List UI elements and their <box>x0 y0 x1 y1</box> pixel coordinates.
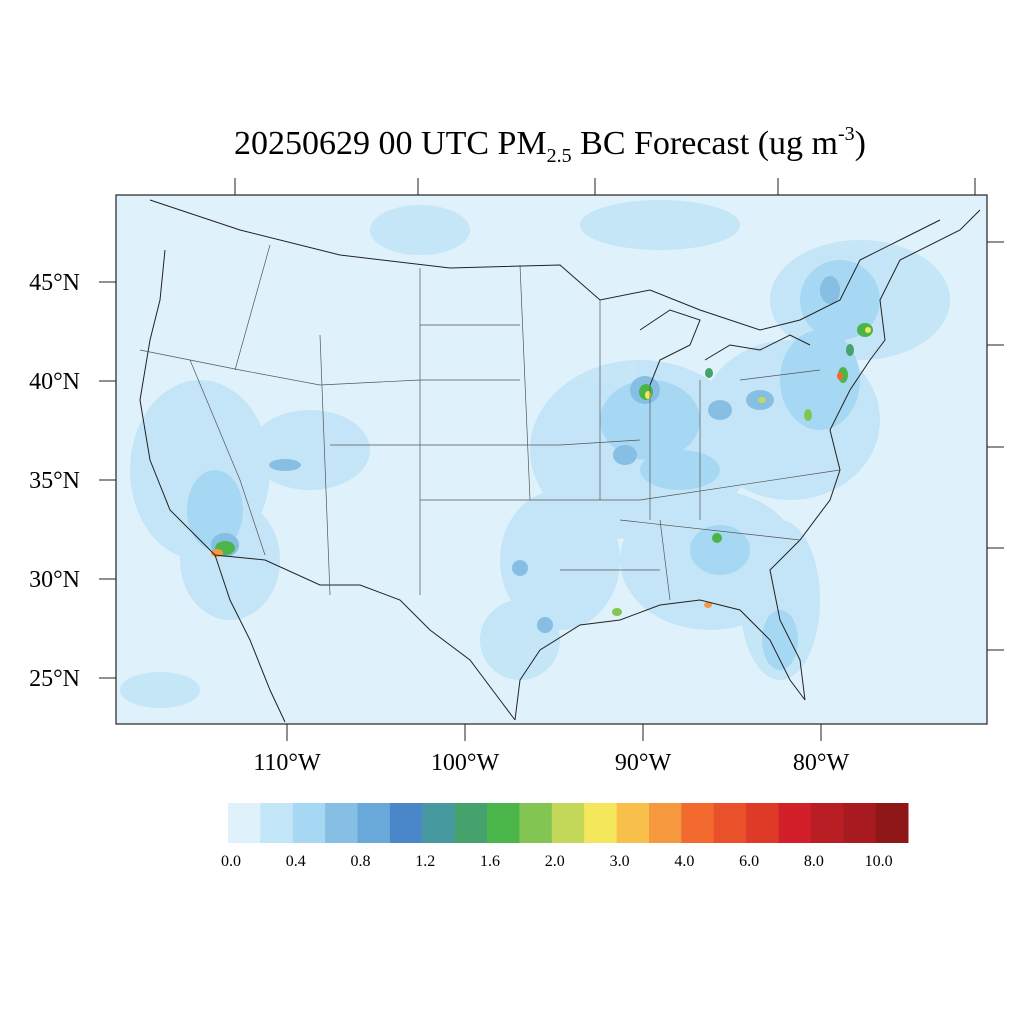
title-superscript: -3 <box>838 123 855 145</box>
lon-label: 100°W <box>431 750 500 776</box>
colorbar-label: 1.2 <box>415 853 435 870</box>
colorbar-swatch <box>843 803 877 843</box>
colorbar-swatch <box>325 803 359 843</box>
lon-label: 110°W <box>253 750 321 776</box>
lon-label: 80°W <box>793 750 850 776</box>
colorbar-swatch <box>875 803 909 843</box>
axis-ticks <box>99 178 1004 741</box>
atlantic-coast <box>769 209 981 701</box>
title-suffix: ) <box>855 125 866 162</box>
pacific-coast <box>139 249 216 556</box>
colorbar-label: 0.8 <box>351 853 371 870</box>
colorbar-swatch <box>389 803 423 843</box>
latitude-labels: 45°N 40°N 35°N 30°N 25°N <box>29 270 80 692</box>
colorbar <box>228 803 909 843</box>
lat-label: 45°N <box>29 270 80 296</box>
colorbar-swatch <box>713 803 747 843</box>
colorbar-swatch <box>810 803 844 843</box>
baja-peninsula <box>214 554 286 723</box>
colorbar-swatch <box>454 803 488 843</box>
colorbar-swatch <box>778 803 812 843</box>
canada-us-border <box>149 199 941 331</box>
colorbar-label: 6.0 <box>739 853 759 870</box>
colorbar-label: 4.0 <box>674 853 694 870</box>
colorbar-label: 0.0 <box>221 853 241 870</box>
colorbar-swatch <box>292 803 326 843</box>
colorbar-label: 1.6 <box>480 853 500 870</box>
title-middle: BC Forecast (ug m <box>572 125 838 162</box>
colorbar-swatch <box>422 803 456 843</box>
colorbar-swatch <box>616 803 650 843</box>
state-lines <box>139 244 841 601</box>
colorbar-swatch <box>551 803 585 843</box>
colorbar-swatch <box>487 803 520 843</box>
lat-label: 40°N <box>29 369 80 395</box>
colorbar-label: 8.0 <box>804 853 824 870</box>
hotspots <box>211 323 873 616</box>
colorbar-swatch <box>519 803 553 843</box>
gulf-coast <box>514 599 806 721</box>
colorbar-swatch <box>746 803 779 843</box>
lat-label: 25°N <box>29 666 80 692</box>
lon-label: 90°W <box>615 750 672 776</box>
map-border <box>115 194 988 725</box>
map-title: 20250629 00 UTC PM2.5 BC Forecast (ug m-… <box>234 123 866 167</box>
lat-label: 30°N <box>29 567 80 593</box>
concentration-field <box>120 200 950 708</box>
colorbar-swatch <box>681 803 715 843</box>
mexico-border <box>214 554 516 721</box>
title-prefix: 20250629 00 UTC PM <box>234 125 547 162</box>
great-lakes <box>639 309 811 386</box>
lat-label: 35°N <box>29 468 80 494</box>
colorbar-labels: 0.0 0.4 0.8 1.2 1.6 2.0 3.0 4.0 6.0 8.0 10.0 <box>221 853 893 870</box>
colorbar-label: 0.4 <box>286 853 306 870</box>
colorbar-swatch <box>357 803 391 843</box>
colorbar-swatch <box>228 803 261 843</box>
map-panel <box>115 194 988 725</box>
colorbar-swatch <box>648 803 682 843</box>
title-subscript: 2.5 <box>547 145 572 167</box>
coastlines-and-borders <box>139 199 981 723</box>
longitude-labels: 110°W 100°W 90°W 80°W <box>253 750 849 776</box>
colorbar-label: 2.0 <box>545 853 565 870</box>
colorbar-swatch <box>260 803 294 843</box>
colorbar-swatch <box>584 803 618 843</box>
colorbar-label: 10.0 <box>865 853 893 870</box>
colorbar-label: 3.0 <box>610 853 630 870</box>
